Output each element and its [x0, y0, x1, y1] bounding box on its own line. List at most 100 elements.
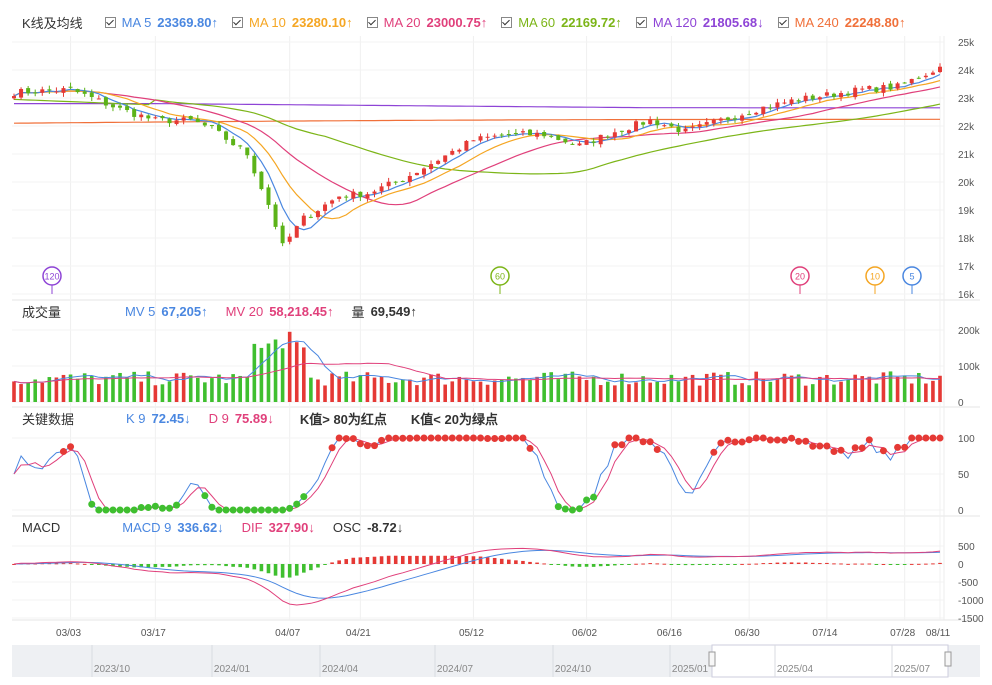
k-oversold-dot: [590, 493, 598, 501]
osc-bar: [97, 564, 101, 565]
volume-bar: [909, 383, 914, 402]
candle-body: [287, 236, 292, 242]
volume-bar: [924, 383, 928, 402]
volume-bar: [160, 384, 165, 402]
ma-legend-item[interactable]: MA 240 22248.80↑: [777, 15, 905, 30]
k-overbought-dot: [441, 434, 449, 442]
volume-bar: [386, 382, 391, 402]
osc-bar: [118, 564, 122, 567]
osc-bar: [188, 564, 193, 566]
ma-checkbox[interactable]: [104, 16, 116, 28]
ma-checkbox[interactable]: [366, 16, 378, 28]
k-overbought-dot: [505, 434, 513, 442]
candle-body: [817, 97, 822, 100]
osc-bar: [146, 564, 151, 568]
volume-bar: [104, 376, 108, 402]
navigator-handle: [708, 651, 716, 667]
k-oversold-dot: [264, 506, 272, 514]
osc-bar: [909, 563, 914, 565]
k-overbought-dot: [378, 436, 386, 444]
candle-body: [605, 136, 610, 138]
x-tick-label: 04/21: [346, 628, 371, 639]
candle-body: [379, 186, 384, 192]
osc-bar: [874, 564, 879, 565]
candle-body: [506, 134, 511, 136]
osc-bar: [174, 564, 179, 567]
volume-bar: [648, 382, 652, 402]
k-overbought-dot: [802, 437, 810, 445]
candle-body: [874, 87, 879, 92]
volume-legend-item: MV 20 58,218.45↑: [226, 302, 334, 321]
osc-bar: [75, 563, 80, 565]
osc-bar: [634, 563, 638, 565]
volume-bar: [408, 379, 412, 402]
osc-bar: [61, 563, 66, 565]
ma-legend-item[interactable]: MA 10 23280.10↑: [232, 15, 353, 30]
candle-body: [429, 164, 434, 170]
ma-legend-item[interactable]: MA 120 21805.68↓: [635, 15, 764, 30]
k-oversold-dot: [272, 506, 280, 514]
k-oversold-dot: [554, 503, 562, 511]
ma-checkbox[interactable]: [635, 16, 647, 28]
ma10-line: [13, 80, 941, 220]
navigator-label: 2025/04: [777, 664, 814, 675]
candle-body: [181, 117, 186, 121]
candle-body: [47, 89, 52, 91]
dif-line: [13, 547, 941, 606]
candle-body: [54, 91, 59, 93]
ma-legend-item[interactable]: MA 60 22169.72↑: [501, 15, 622, 30]
volume-tick-label: 200k: [958, 326, 981, 337]
osc-bar: [492, 557, 497, 564]
volume-bar: [393, 382, 398, 402]
volume-bar: [690, 374, 695, 402]
macd-title: MACD: [22, 519, 61, 535]
volume-bar: [210, 378, 214, 402]
k-overbought-dot: [795, 437, 803, 445]
k-oversold-dot: [286, 504, 294, 512]
candle-body: [82, 91, 87, 94]
volume-bar: [111, 375, 115, 402]
candle-body: [259, 171, 264, 190]
osc-bar: [351, 557, 356, 564]
candle-body: [294, 226, 299, 238]
macd-tick-label: -1500: [958, 614, 984, 625]
price-tick-label: 25k: [958, 38, 975, 49]
volume-legend-item: MV 5 67,205↑: [125, 302, 208, 321]
k-overbought-dot: [519, 434, 527, 442]
osc-bar: [704, 564, 709, 565]
k-overbought-dot: [901, 443, 909, 451]
k-oversold-dot: [201, 492, 209, 500]
k-overbought-dot: [434, 434, 442, 442]
macd-line: [13, 549, 941, 599]
candle-body: [860, 88, 865, 90]
osc-bar: [450, 555, 455, 564]
volume-bar: [577, 376, 582, 402]
osc-bar: [393, 555, 398, 564]
k-oversold-dot: [88, 500, 96, 508]
candle-body: [902, 82, 907, 84]
volume-bar: [627, 384, 631, 402]
kd-legend-item: D 9 75.89↓: [209, 409, 274, 428]
volume-tick-label: 100k: [958, 362, 981, 373]
navigator-label: 2024/07: [437, 664, 474, 675]
candle-body: [160, 116, 165, 119]
osc-bar: [415, 555, 419, 564]
candle-body: [344, 196, 349, 198]
candle-body: [485, 136, 490, 138]
ma-legend-item[interactable]: MA 5 23369.80↑: [104, 15, 218, 30]
volume-bar: [669, 374, 674, 402]
candle-body: [796, 100, 801, 102]
osc-bar: [287, 564, 292, 578]
navigator-label: 2024/04: [322, 664, 359, 675]
candle-body: [697, 124, 702, 127]
macd-label: DIF: [241, 519, 263, 535]
ma-checkbox[interactable]: [777, 16, 789, 28]
osc-bar: [931, 563, 935, 565]
candle-body: [930, 72, 935, 75]
kline-header: K线及均线 MA 5 23369.80↑ MA 10 23280.10↑ MA 20 23…: [22, 12, 919, 32]
ma-legend-item[interactable]: MA 20 23000.75↑: [366, 15, 487, 30]
ma-checkbox[interactable]: [501, 16, 513, 28]
ma120-line: [14, 102, 940, 109]
ma-checkbox[interactable]: [232, 16, 244, 28]
